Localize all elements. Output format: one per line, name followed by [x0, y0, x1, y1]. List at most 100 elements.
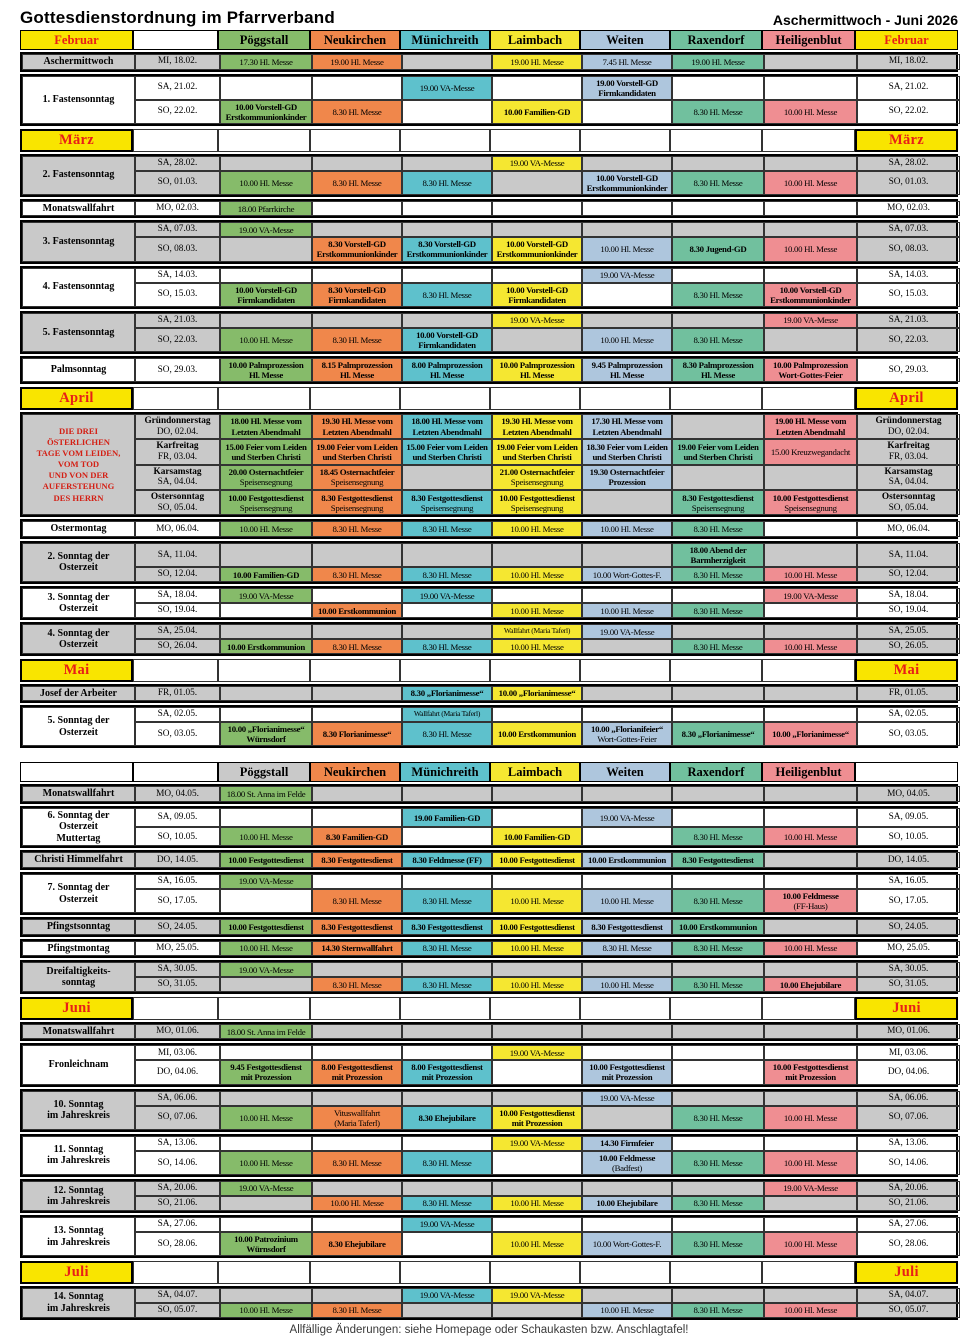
service-cell: 10.00 Wort-Gottes-F. — [582, 567, 672, 583]
month-row-spacer — [490, 387, 580, 410]
service-cell: 19.30 Hl. Messe vom Letzten Abendmahl — [312, 413, 402, 440]
column-header-pöggstall: Pöggstall — [218, 30, 310, 50]
service-cell: 19.30 Hl. Messe vom Letzten Abendmahl — [492, 413, 582, 440]
service-cell: 10.00 Festgottesdienst — [492, 919, 582, 935]
empty-cell — [220, 977, 312, 993]
service-cell: 10.00 Festgottesdienst Speisensegnung — [492, 490, 582, 516]
service-cell: 8.30 Hl. Messe — [672, 567, 764, 583]
month-row-spacer — [400, 128, 490, 152]
service-cell: 10.00 Festgottesdienst — [492, 852, 582, 868]
date-cell: Ostersonntag SO, 05.04. — [135, 490, 220, 516]
service-cell: Vituswallfahrt (Maria Taferl) — [312, 1105, 402, 1130]
service-cell: 10.00 Erstkommunion — [672, 919, 764, 935]
service-cell: 10.00 Palmprozession Hl. Messe — [492, 357, 582, 383]
service-cell: 10.00 Hl. Messe — [492, 1196, 582, 1212]
date-cell: SO, 21.06. — [857, 1196, 960, 1212]
column-header-laimbach: Laimbach — [490, 30, 580, 50]
empty-cell — [492, 267, 582, 283]
date-cell: SO, 14.06. — [135, 1150, 220, 1176]
month-row-spacer — [400, 997, 490, 1020]
column-header-neukirchen: Neukirchen — [310, 30, 400, 50]
empty-cell — [220, 1287, 312, 1303]
empty-cell — [582, 542, 672, 568]
empty-cell — [672, 624, 764, 640]
empty-cell — [582, 282, 672, 307]
service-cell: 10.00 Palmprozession Wort-Gottes-Feier — [764, 357, 857, 383]
event-label: 6. Sonntag der Osterzeit Muttertag — [22, 807, 135, 847]
empty-cell — [402, 624, 492, 640]
event-label: Aschermittwoch — [22, 54, 135, 70]
empty-cell — [492, 1150, 582, 1176]
empty-cell — [764, 327, 857, 352]
month-row-spacer — [218, 387, 310, 410]
service-cell: 19.00 VA-Messe — [220, 873, 312, 889]
column-header-neukirchen: Neukirchen — [310, 762, 400, 783]
service-cell: 19.00 VA-Messe — [582, 807, 672, 828]
month-row-spacer — [580, 659, 670, 682]
empty-cell — [402, 873, 492, 889]
event-group: 4. Fastensonntag SA, 14.03. 19.00 VA-Messe… — [20, 265, 960, 309]
empty-cell — [672, 685, 764, 702]
date-cell: FR, 01.05. — [857, 685, 960, 702]
event-label: 5. Fastensonntag — [22, 312, 135, 352]
month-label: Mai — [20, 659, 133, 682]
empty-cell — [672, 155, 764, 171]
date-cell: SA, 06.06. — [857, 1090, 960, 1106]
date-cell: Karsamstag SA, 04.04. — [135, 464, 220, 490]
date-cell: SO, 08.03. — [135, 237, 220, 262]
service-cell: 10.00 „Florianimesse“ — [764, 722, 857, 747]
empty-cell — [220, 1217, 312, 1233]
service-cell: 19.00 VA-Messe — [764, 312, 857, 328]
date-cell: SA, 28.02. — [135, 155, 220, 171]
empty-cell — [764, 1023, 857, 1040]
event-label: Monatswallfahrt — [22, 1023, 135, 1040]
month-label — [855, 762, 958, 783]
column-header-laimbach: Laimbach — [490, 762, 580, 783]
empty-cell — [582, 1181, 672, 1197]
date-cell: SO, 05.07. — [857, 1302, 960, 1318]
service-cell: 19.00 Vorstell-GD Firmkandidaten — [582, 75, 672, 100]
empty-cell — [402, 1135, 492, 1151]
empty-cell — [312, 155, 402, 171]
service-cell: 19.00 Feier vom Leiden und Sterben Christ… — [672, 439, 764, 465]
service-cell: 10.00 Erstkommunion — [582, 852, 672, 868]
empty-cell — [672, 707, 764, 723]
service-cell: 10.00 „Florianifeier“ Wort-Gottes-Feier — [582, 722, 672, 747]
date-cell: SO, 31.05. — [857, 977, 960, 993]
service-cell: 18.00 Hl. Messe vom Letzten Abendmahl — [220, 413, 312, 440]
month-divider-row: Mai Mai — [20, 659, 958, 682]
date-range-subtitle: Aschermittwoch - Juni 2026 — [772, 12, 958, 28]
empty-cell — [764, 1287, 857, 1303]
empty-cell — [312, 312, 402, 328]
event-label: Monatswallfahrt — [22, 200, 135, 217]
month-row-spacer — [580, 997, 670, 1020]
empty-cell — [764, 200, 857, 217]
empty-cell — [492, 1181, 582, 1197]
empty-cell — [220, 155, 312, 171]
service-cell: 18.45 Osternachtfeier Speisensegnung — [312, 464, 402, 490]
service-cell: 10.00 Hl. Messe — [312, 1196, 402, 1212]
footer-note: Allfällige Änderungen: siehe Homepage od… — [289, 1323, 689, 1336]
empty-cell — [312, 1287, 402, 1303]
service-cell: 8.30 Festgottesdienst Speisensegnung — [672, 490, 764, 516]
empty-cell — [492, 1023, 582, 1040]
empty-cell — [402, 222, 492, 238]
empty-cell — [764, 624, 857, 640]
month-row-spacer — [310, 659, 400, 682]
event-label: DIE DREI ÖSTERLICHEN TAGE VOM LEIDEN, VO… — [22, 413, 135, 516]
empty-cell — [672, 1090, 764, 1106]
date-cell: SA, 06.06. — [135, 1090, 220, 1106]
service-cell: 8.00 Festgottesdienst mit Prozession — [402, 1060, 492, 1085]
empty-cell — [764, 542, 857, 568]
service-cell: 8.30 Vorstell-GD Erstkommunionkinder — [312, 237, 402, 262]
event-label: 2. Sonntag der Osterzeit — [22, 542, 135, 583]
service-cell: 8.30 „Florianimesse“ — [402, 685, 492, 702]
column-header-pöggstall: Pöggstall — [218, 762, 310, 783]
event-label: 13. Sonntag im Jahreskreis — [22, 1217, 135, 1257]
empty-cell — [492, 807, 582, 828]
empty-cell — [582, 639, 672, 655]
service-cell: 8.30 Hl. Messe — [672, 1302, 764, 1318]
date-cell: SA, 07.03. — [857, 222, 960, 238]
empty-cell — [492, 170, 582, 195]
empty-cell — [672, 1217, 764, 1233]
